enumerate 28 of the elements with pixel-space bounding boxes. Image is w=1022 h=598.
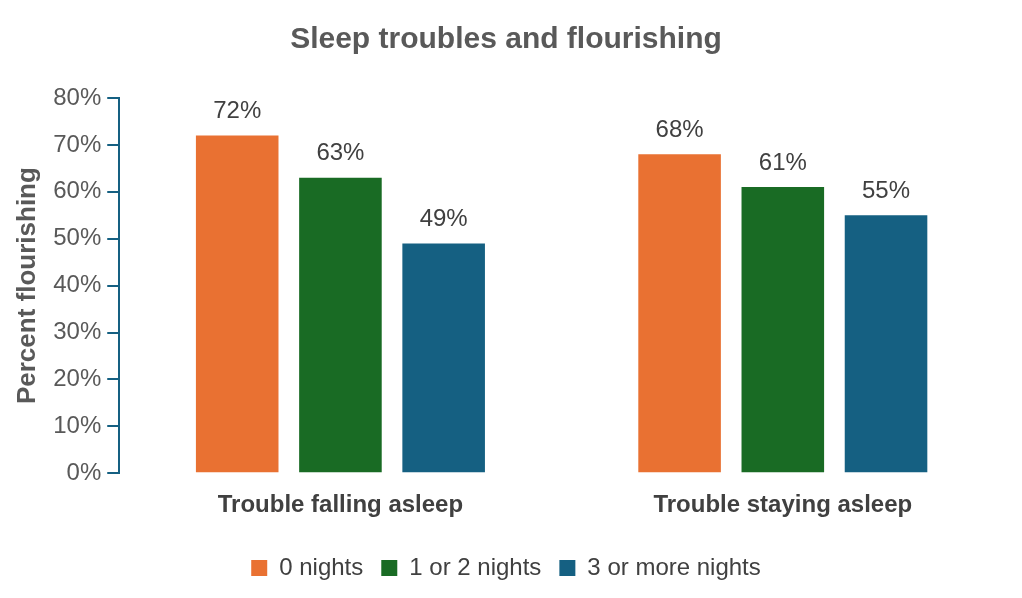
x-tick-label: Trouble staying asleep [653,490,913,518]
bar [299,177,382,473]
y-tick-label: 30% [53,317,102,345]
y-tick-label: 70% [53,129,102,157]
y-tick-label: 20% [53,364,102,392]
y-axis-title: Percent flourishing [10,167,41,405]
bar [195,135,279,473]
bar [638,154,721,473]
legend-label: 3 or more nights [587,552,761,580]
x-tick-label: Trouble falling asleep [217,490,464,518]
y-tick-label: 50% [53,223,102,251]
data-label: 61% [758,147,807,175]
y-tick-label: 10% [53,410,102,438]
bar [844,215,928,473]
y-tick-label: 80% [53,82,102,110]
data-label: 72% [213,96,262,124]
data-label: 63% [316,138,365,166]
y-tick-label: 0% [66,457,102,485]
data-label: 49% [419,204,468,232]
legend-label: 0 nights [279,552,364,580]
bar [741,187,825,473]
bar [402,243,485,473]
data-label: 55% [862,175,911,203]
legend-label: 1 or 2 nights [409,552,542,580]
y-tick-label: 40% [53,270,102,298]
chart-title: Sleep troubles and flourishing [290,21,722,55]
data-label: 68% [655,114,704,142]
y-tick-label: 60% [53,176,102,204]
